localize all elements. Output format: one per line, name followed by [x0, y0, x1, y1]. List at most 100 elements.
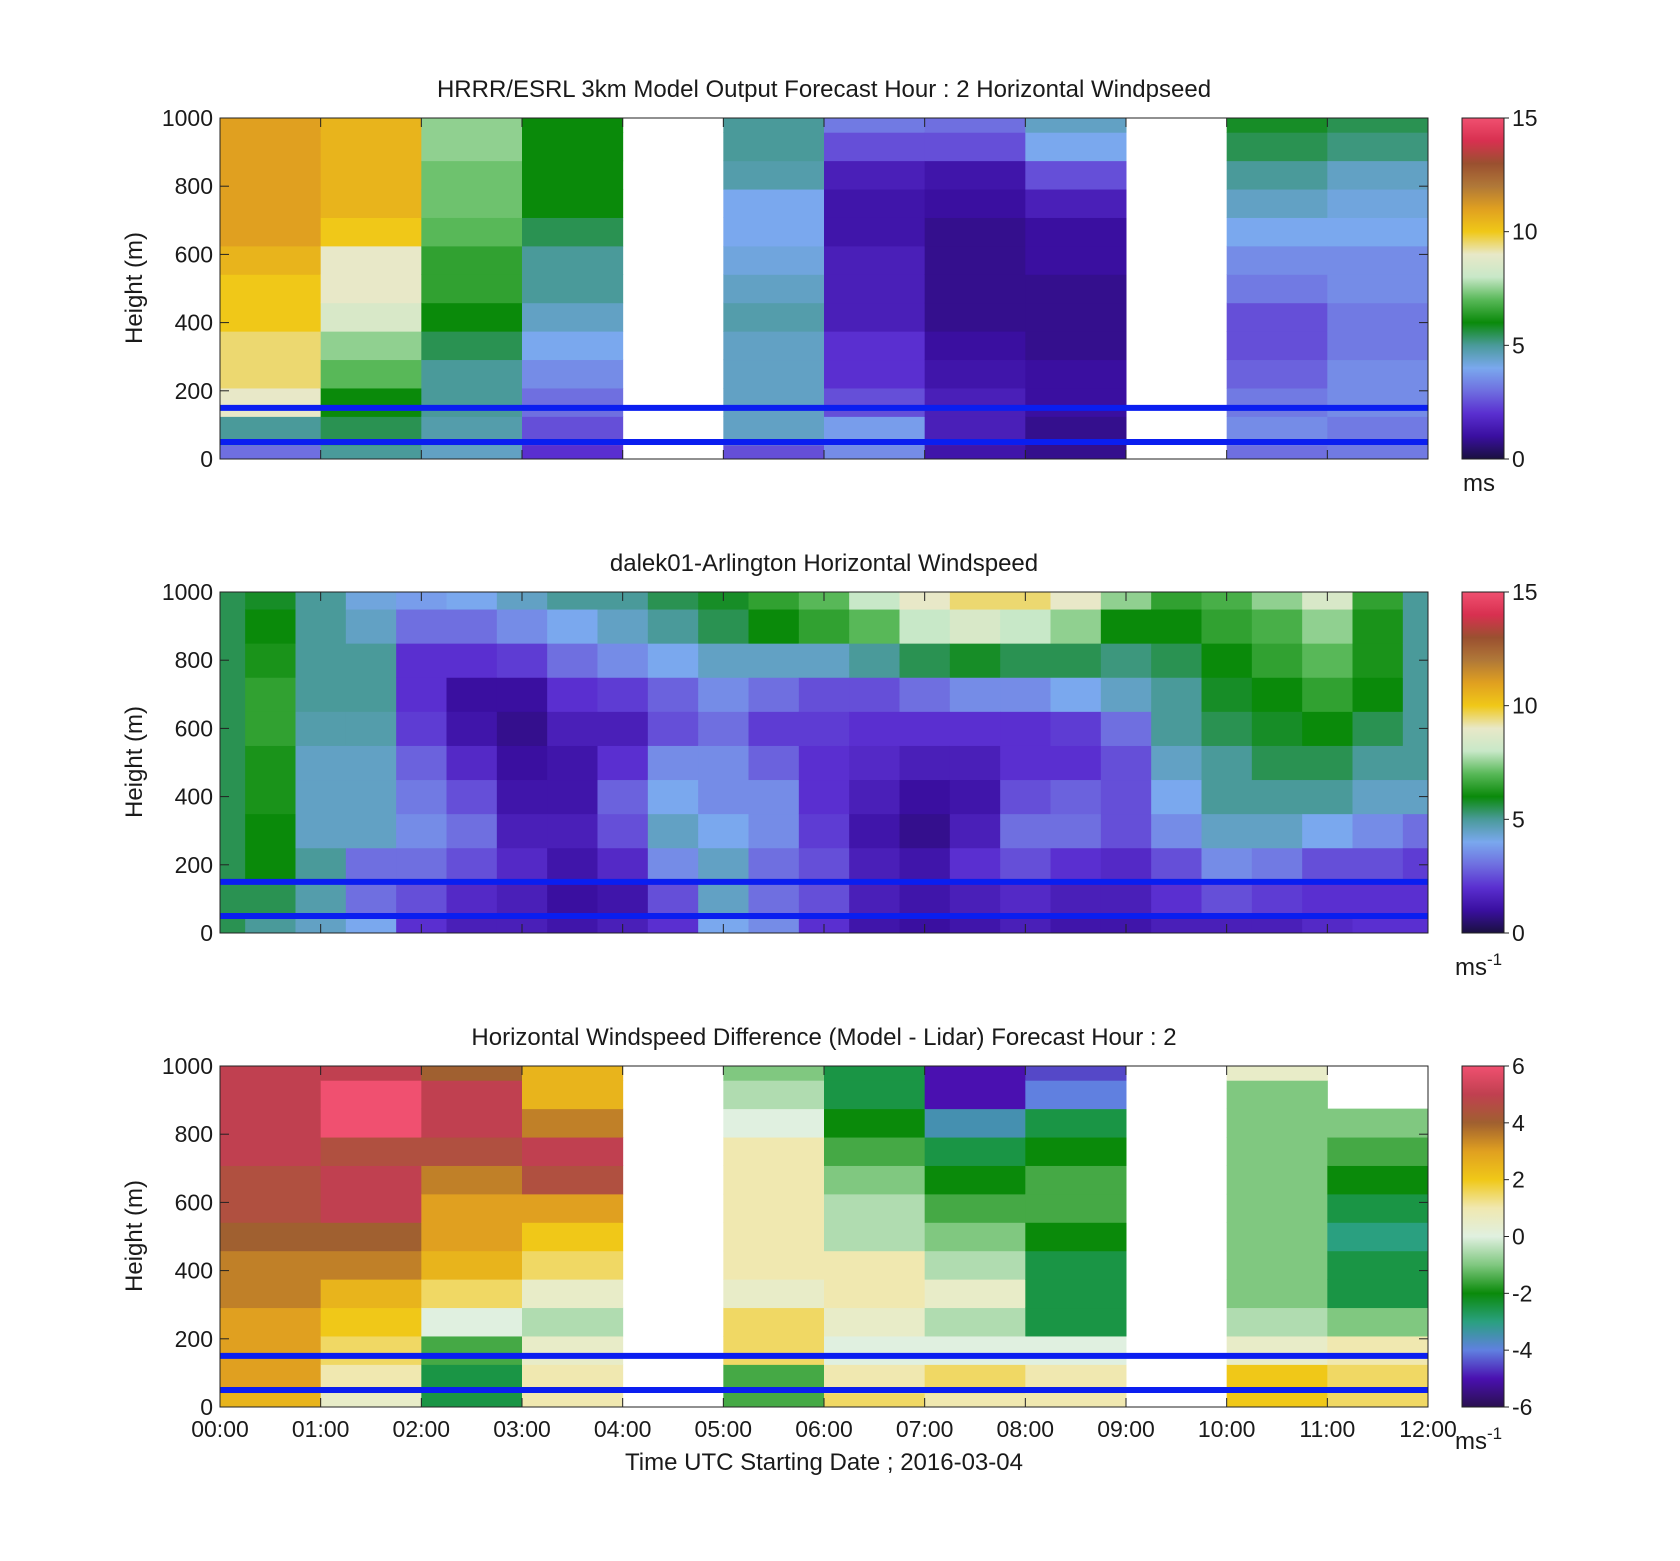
- heatmap-cell: [295, 881, 347, 917]
- heatmap-cell: [748, 779, 800, 815]
- heatmap-cell: [924, 444, 1026, 459]
- heatmap-cell: [824, 1165, 926, 1195]
- heatmap-cell: [1025, 1222, 1127, 1252]
- heatmap-cell: [723, 1193, 825, 1223]
- heatmap-cell: [924, 1335, 1026, 1365]
- heatmap-cell: [1025, 359, 1127, 389]
- heatmap-cell: [396, 609, 447, 644]
- heatmap-cell: [798, 643, 850, 678]
- heatmap-cell: [1050, 677, 1102, 712]
- heatmap-cell: [220, 745, 246, 781]
- heatmap-cell: [949, 881, 1001, 917]
- heatmap-cell: [446, 711, 498, 746]
- heatmap-cell: [924, 1066, 1026, 1081]
- heatmap-cell: [949, 592, 1001, 610]
- heatmap-cell: [1251, 847, 1303, 883]
- heatmap-cell: [723, 217, 825, 247]
- heatmap-cell: [924, 160, 1026, 190]
- heatmap-cell: [320, 359, 422, 389]
- colorbar-tick-label: 15: [1512, 105, 1538, 131]
- panel-difference-colorbar-unit: ms-1: [1455, 1424, 1502, 1455]
- heatmap-cell: [396, 813, 447, 849]
- heatmap-cell: [647, 711, 699, 746]
- heatmap-cell: [798, 847, 850, 883]
- heatmap-cell: [496, 847, 548, 883]
- heatmap-cell: [1302, 643, 1353, 678]
- heatmap-cell: [723, 331, 825, 361]
- heatmap-cell: [1151, 779, 1202, 815]
- panel-model-ylabel: Height (m): [121, 232, 148, 344]
- heatmap-cell: [924, 359, 1026, 389]
- heatmap-cell: [798, 881, 850, 917]
- heatmap-cell: [320, 1066, 422, 1081]
- heatmap-cell: [1100, 609, 1152, 644]
- heatmap-cell: [522, 1279, 624, 1309]
- heatmap-cell: [320, 1222, 422, 1252]
- heatmap-cell: [647, 745, 699, 781]
- heatmap-cell: [496, 643, 548, 678]
- heatmap-cell: [1302, 609, 1353, 644]
- heatmap-cell: [220, 1335, 322, 1365]
- heatmap-cell: [1226, 1080, 1328, 1110]
- heatmap-cell: [597, 643, 649, 678]
- heatmap-cell: [949, 847, 1001, 883]
- heatmap-cell: [522, 1165, 624, 1195]
- heatmap-cell: [220, 217, 322, 247]
- heatmap-cell: [924, 1193, 1026, 1223]
- heatmap-cell: [1151, 813, 1202, 849]
- heatmap-cell: [1352, 677, 1404, 712]
- heatmap-cell: [597, 677, 649, 712]
- heatmap-cell: [345, 847, 397, 883]
- heatmap-cell: [220, 118, 322, 133]
- heatmap-cell: [320, 217, 422, 247]
- heatmap-cell: [496, 677, 548, 712]
- heatmap-cell: [1327, 1108, 1428, 1138]
- heatmap-cell: [1327, 444, 1428, 459]
- heatmap-cell: [220, 1137, 322, 1166]
- heatmap-cell: [1226, 359, 1328, 389]
- heatmap-cell: [421, 160, 523, 190]
- heatmap-cell: [345, 745, 397, 781]
- heatmap-cell: [245, 745, 296, 781]
- heatmap-cell: [849, 677, 900, 712]
- panel-difference: Horizontal Windspeed Difference (Model -…: [121, 1024, 1533, 1476]
- heatmap-cell: [723, 302, 825, 332]
- heatmap-cell: [723, 118, 825, 133]
- panel-model-heatmap: [220, 118, 1428, 459]
- heatmap-cell: [421, 302, 523, 332]
- heatmap-cell: [597, 745, 649, 781]
- heatmap-cell: [924, 1137, 1026, 1166]
- heatmap-cell: [320, 132, 422, 162]
- heatmap-cell: [1050, 711, 1102, 746]
- heatmap-cell: [220, 1307, 322, 1337]
- heatmap-cell: [798, 779, 850, 815]
- heatmap-cell: [245, 592, 296, 610]
- heatmap-cell: [1327, 274, 1428, 304]
- heatmap-cell: [446, 881, 498, 917]
- heatmap-cell: [723, 160, 825, 190]
- heatmap-cell: [522, 118, 624, 133]
- y-tick-label: 400: [175, 310, 213, 336]
- heatmap-cell: [949, 915, 1001, 933]
- heatmap-cell: [849, 592, 900, 610]
- heatmap-cell: [496, 813, 548, 849]
- heatmap-cell: [522, 359, 624, 389]
- heatmap-cell: [496, 745, 548, 781]
- heatmap-cell: [522, 274, 624, 304]
- heatmap-cell: [723, 1392, 825, 1407]
- heatmap-cell: [547, 609, 598, 644]
- panel-model: HRRR/ESRL 3km Model Output Forecast Hour…: [121, 76, 1538, 497]
- heatmap-cell: [547, 847, 598, 883]
- panel-lidar-y-ticks: 0 200 400 600 800 1000: [162, 579, 1428, 946]
- heatmap-cell: [824, 189, 926, 218]
- heatmap-cell: [1251, 915, 1303, 933]
- heatmap-cell: [421, 444, 523, 459]
- heatmap-cell: [522, 1108, 624, 1138]
- heatmap-cell: [220, 1250, 322, 1280]
- heatmap-cell: [421, 1222, 523, 1252]
- panel-difference-ylabel: Height (m): [121, 1180, 148, 1292]
- heatmap-cell: [924, 132, 1026, 162]
- y-tick-label: 200: [175, 378, 213, 404]
- panel-lidar-ylabel: Height (m): [121, 706, 148, 818]
